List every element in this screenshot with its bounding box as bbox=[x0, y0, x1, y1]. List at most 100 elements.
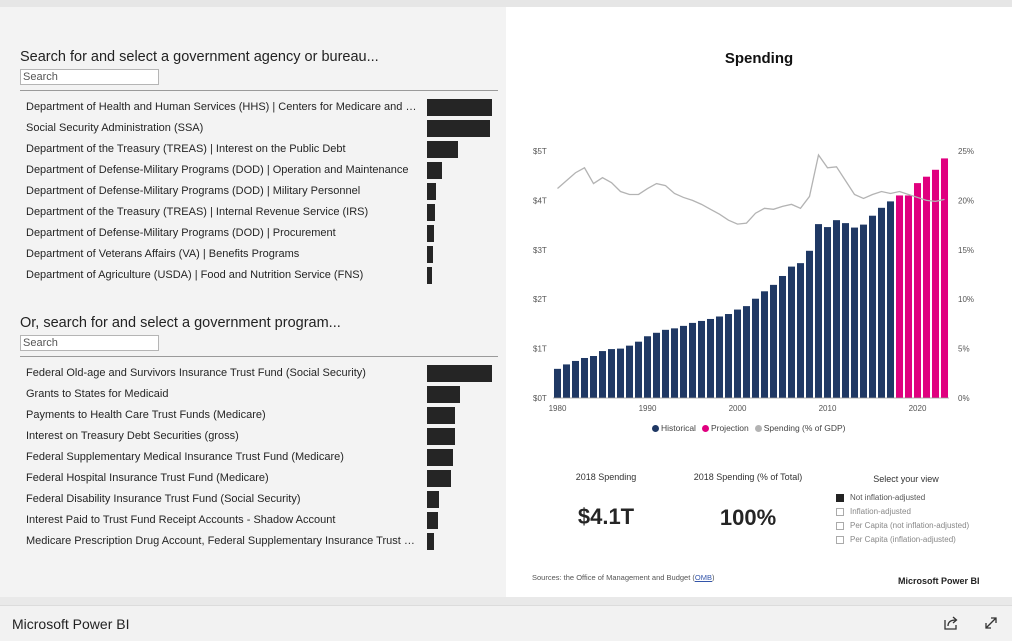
view-option-inflation-adjusted[interactable]: Inflation-adjusted bbox=[836, 507, 911, 516]
slicer-row-bar bbox=[427, 225, 434, 242]
bar-historical bbox=[805, 250, 814, 398]
slicer-row[interactable]: Federal Supplementary Medical Insurance … bbox=[20, 447, 498, 468]
kpi-value-pct-total: 100% bbox=[719, 505, 777, 530]
slicer-row-bar bbox=[427, 512, 438, 529]
bar-historical bbox=[571, 360, 580, 398]
slicer-row[interactable]: Interest Paid to Trust Fund Receipt Acco… bbox=[20, 510, 498, 531]
view-option-not-inflation-adjusted[interactable]: Not inflation-adjusted bbox=[836, 493, 925, 502]
legend-item-projection[interactable]: Projection bbox=[701, 423, 749, 433]
view-option-label: Per Capita (inflation-adjusted) bbox=[850, 535, 956, 544]
bar-projection bbox=[904, 195, 913, 398]
slicer-row-label: Department of the Treasury (TREAS) | Int… bbox=[26, 143, 346, 155]
slicer-row[interactable]: Department of Health and Human Services … bbox=[20, 97, 498, 118]
y2-tick-label: 5% bbox=[958, 345, 970, 354]
report-brand: Microsoft Power BI bbox=[898, 576, 980, 586]
x-tick-label: 1990 bbox=[639, 404, 657, 413]
chart-title: Spending bbox=[724, 50, 794, 67]
bar-projection bbox=[922, 176, 931, 398]
omb-link[interactable]: OMB bbox=[694, 573, 712, 582]
spending-chart: $0T $1T $2T $3T $4T $5T 0% 5% 10% 15% 20% 25% 1980 19… bbox=[533, 147, 974, 413]
slicer-row-bar bbox=[427, 407, 455, 424]
line-pct-gdp bbox=[557, 153, 945, 225]
program-search-input[interactable] bbox=[20, 335, 159, 351]
slicer-row-bar bbox=[427, 183, 436, 200]
y2-tick-label: 20% bbox=[958, 196, 974, 205]
slicer-row-bar bbox=[427, 449, 453, 466]
legend-item-historical[interactable]: Historical bbox=[652, 423, 696, 433]
slicer-row[interactable]: Social Security Administration (SSA) bbox=[20, 118, 498, 139]
y2-tick-label: 25% bbox=[958, 147, 974, 156]
y2-tick-label: 0% bbox=[958, 394, 970, 403]
slicer-row[interactable]: Grants to States for Medicaid bbox=[20, 384, 498, 405]
slicer-row-label: Department of Defense-Military Programs … bbox=[26, 164, 409, 176]
bar-historical bbox=[589, 356, 598, 398]
y-tick-label: $5T bbox=[533, 147, 547, 156]
slicer-row-label: Department of Health and Human Services … bbox=[26, 101, 420, 113]
y-tick-label: $1T bbox=[533, 345, 547, 354]
legend-item-pct-gdp[interactable]: Spending (% of GDP) bbox=[754, 423, 846, 433]
slicer-row-label: Interest on Treasury Debt Securities (gr… bbox=[26, 430, 239, 442]
slicer-row[interactable]: Department of the Treasury (TREAS) | Int… bbox=[20, 202, 498, 223]
share-icon[interactable] bbox=[942, 614, 960, 632]
slicer-row-label: Federal Supplementary Medical Insurance … bbox=[26, 451, 344, 463]
x-tick-label: 2010 bbox=[819, 404, 837, 413]
slicer-row-label: Social Security Administration (SSA) bbox=[26, 122, 204, 134]
slicer-row-label: Department of Veterans Affairs (VA) | Be… bbox=[26, 248, 300, 260]
slicer-row[interactable]: Interest on Treasury Debt Securities (gr… bbox=[20, 426, 498, 447]
bar-historical bbox=[643, 336, 652, 398]
slicer-row[interactable]: Medicare Prescription Drug Account, Fede… bbox=[20, 531, 498, 552]
slicer-row[interactable]: Department of Defense-Military Programs … bbox=[20, 181, 498, 202]
slicer-row[interactable]: Department of Veterans Affairs (VA) | Be… bbox=[20, 244, 498, 265]
kpi-label-pct-total: 2018 Spending (% of Total) bbox=[693, 472, 803, 482]
y2-tick-label: 10% bbox=[958, 295, 974, 304]
agency-search-input[interactable] bbox=[20, 69, 159, 85]
checkbox-icon bbox=[836, 535, 844, 544]
footer-bar: Microsoft Power BI bbox=[0, 605, 1012, 641]
bar-historical bbox=[634, 341, 643, 398]
agency-list: Department of Health and Human Services … bbox=[20, 97, 498, 286]
slicer-row-bar bbox=[427, 470, 451, 487]
slicer-row[interactable]: Payments to Health Care Trust Funds (Med… bbox=[20, 405, 498, 426]
bar-historical bbox=[562, 364, 571, 398]
bar-historical bbox=[625, 345, 634, 398]
slicer-row[interactable]: Department of Defense-Military Programs … bbox=[20, 160, 498, 181]
divider bbox=[20, 356, 498, 357]
slicer-panel: Search for and select a government agenc… bbox=[0, 7, 506, 597]
slicer-row[interactable]: Federal Hospital Insurance Trust Fund (M… bbox=[20, 468, 498, 489]
slicer-row-bar bbox=[427, 386, 460, 403]
y2-tick-label: 15% bbox=[958, 246, 974, 255]
footer-brand[interactable]: Microsoft Power BI bbox=[12, 616, 130, 632]
view-option-per-capita[interactable]: Per Capita (not inflation-adjusted) bbox=[836, 521, 969, 530]
bar-historical bbox=[742, 306, 751, 398]
slicer-row-label: Department of Defense-Military Programs … bbox=[26, 185, 361, 197]
bar-historical bbox=[841, 223, 850, 398]
sources-text: Sources: the Office of Management and Bu… bbox=[532, 573, 695, 582]
slicer-row[interactable]: Department of Agriculture (USDA) | Food … bbox=[20, 265, 498, 286]
bar-historical bbox=[859, 224, 868, 398]
bar-historical bbox=[787, 266, 796, 398]
bar-historical bbox=[616, 348, 625, 398]
agency-search-heading: Search for and select a government agenc… bbox=[20, 49, 379, 65]
slicer-row-bar bbox=[427, 120, 490, 137]
slicer-row[interactable]: Federal Old-age and Survivors Insurance … bbox=[20, 363, 498, 384]
bar-historical bbox=[715, 316, 724, 398]
divider bbox=[20, 90, 498, 91]
slicer-row[interactable]: Department of the Treasury (TREAS) | Int… bbox=[20, 139, 498, 160]
program-list: Federal Old-age and Survivors Insurance … bbox=[20, 363, 498, 552]
slicer-row-bar bbox=[427, 246, 433, 263]
program-search-heading: Or, search for and select a government p… bbox=[20, 315, 341, 331]
slicer-row[interactable]: Department of Defense-Military Programs … bbox=[20, 223, 498, 244]
slicer-row-label: Grants to States for Medicaid bbox=[26, 388, 169, 400]
kpi-label-spending: 2018 Spending bbox=[575, 472, 637, 482]
slicer-row-label: Payments to Health Care Trust Funds (Med… bbox=[26, 409, 266, 421]
bar-historical bbox=[751, 298, 760, 398]
legend-label: Historical bbox=[661, 423, 696, 433]
slicer-row-bar bbox=[427, 533, 434, 550]
view-option-per-capita-inflation[interactable]: Per Capita (inflation-adjusted) bbox=[836, 535, 956, 544]
slicer-row-bar bbox=[427, 491, 439, 508]
fullscreen-icon[interactable] bbox=[982, 614, 1000, 632]
bar-historical bbox=[607, 349, 616, 398]
report-canvas: Spending $0T $1T $2T $3T $4T $5T 0% 5% 10% 15% 20%… bbox=[506, 7, 1012, 597]
slicer-row[interactable]: Federal Disability Insurance Trust Fund … bbox=[20, 489, 498, 510]
bar-historical bbox=[580, 357, 589, 398]
